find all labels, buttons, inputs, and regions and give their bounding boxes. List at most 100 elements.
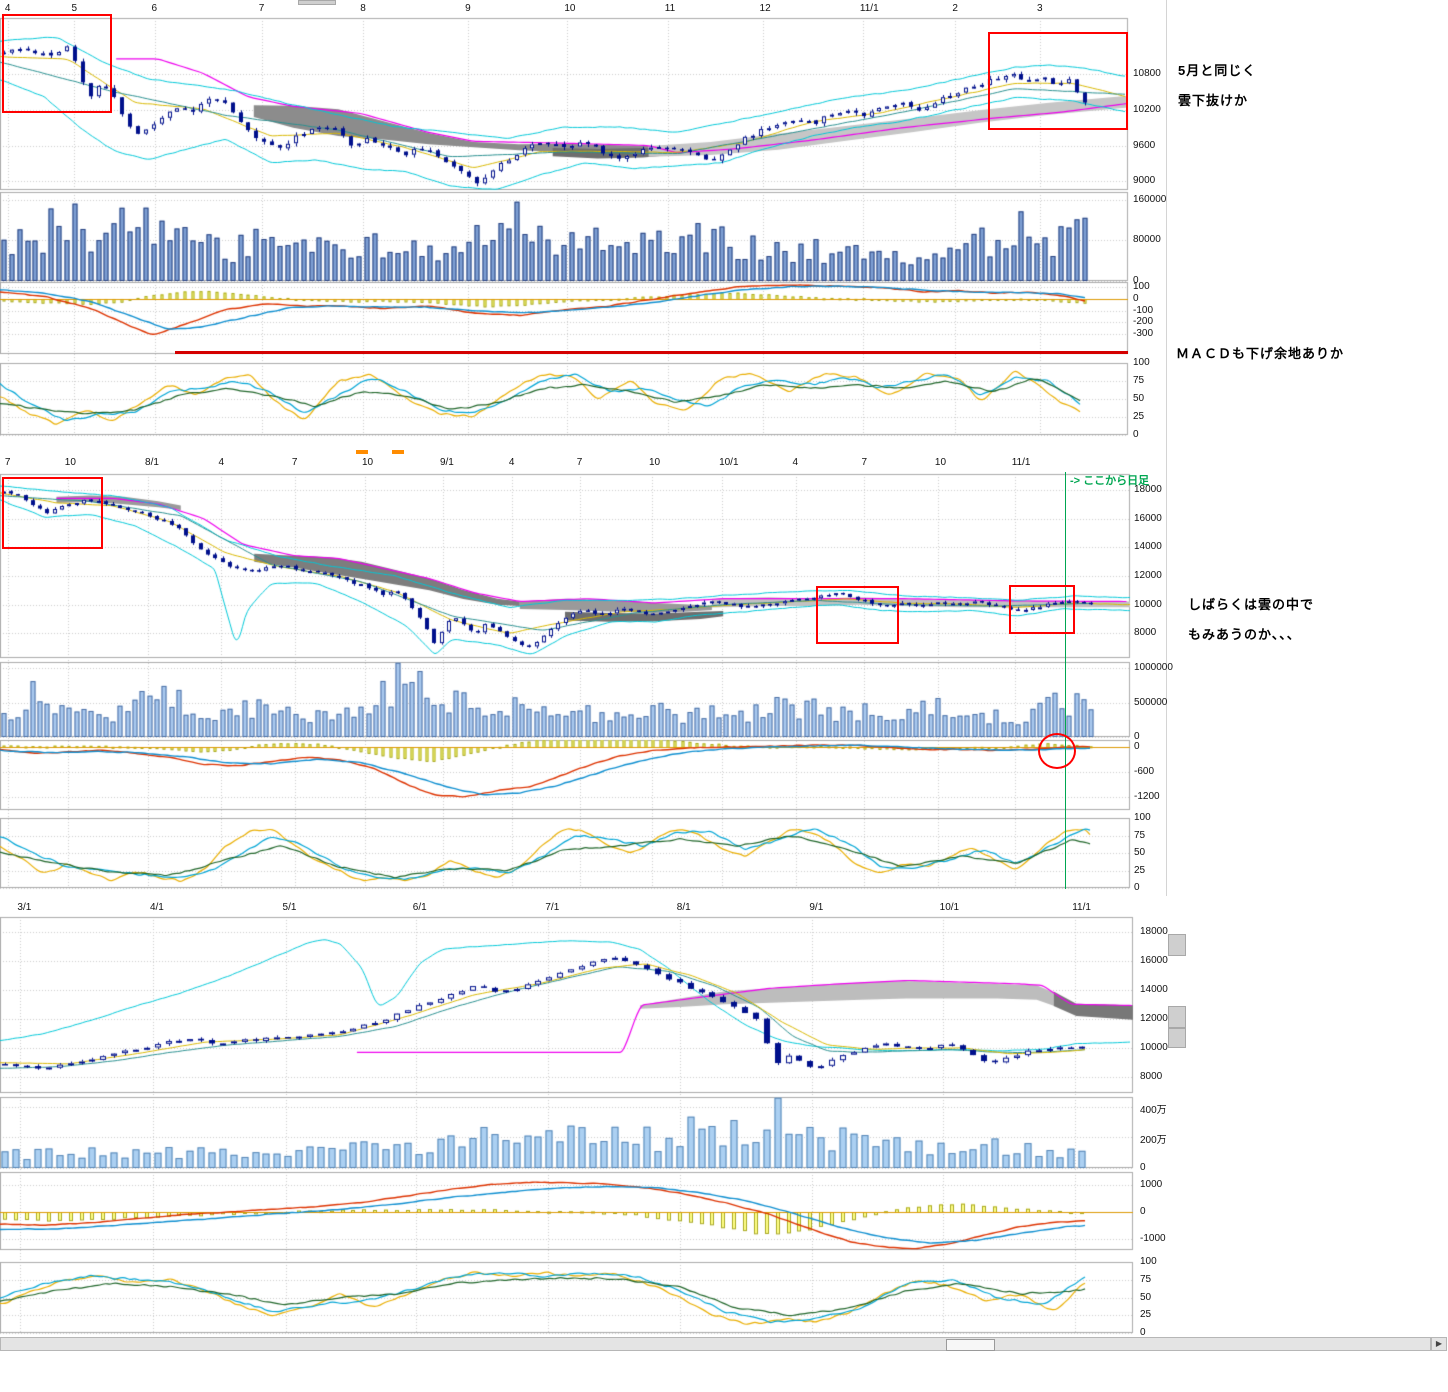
x-axis-label: 8	[360, 3, 366, 14]
y-axis-label: -1000	[1140, 1233, 1166, 1244]
y-axis-label: 25	[1134, 864, 1146, 876]
y-axis-label: -1200	[1134, 791, 1160, 802]
x-axis-label: 4	[4, 3, 11, 14]
arrow-right-icon: ▶	[1435, 1339, 1443, 1348]
y-axis-label: 12000	[1134, 569, 1162, 581]
y-axis-label: 50	[1140, 1291, 1152, 1303]
x-axis-label: 9	[465, 3, 471, 14]
macd-cross-circle	[1038, 733, 1076, 769]
x-axis-label: 8/1	[676, 902, 691, 913]
x-axis-label: 11/1	[1072, 902, 1091, 913]
y-axis-label: 400万	[1140, 1104, 1167, 1116]
y-axis-label: 100	[1133, 281, 1150, 293]
note-cloud-consolidation-line1: しばらくは雲の中で	[1188, 597, 1315, 612]
note-may-cloud-line1: 5月と同じく	[1178, 63, 1257, 78]
y-axis-label: 9600	[1133, 139, 1156, 151]
y-axis-label: 75	[1133, 375, 1145, 386]
y-axis-label: 0	[1140, 1205, 1146, 1217]
y-axis-label: 0	[1134, 741, 1140, 752]
legend-fragment-icon	[392, 450, 404, 454]
window-fragment	[1168, 934, 1186, 956]
y-axis-label: -100	[1133, 304, 1154, 316]
y-axis-label: 10000	[1134, 598, 1162, 610]
y-axis-label: 14000	[1140, 983, 1168, 995]
x-axis-label: 7	[291, 457, 298, 468]
y-axis-label: 25	[1133, 411, 1145, 422]
legend-fragment-icon	[356, 450, 368, 454]
chart-area-right-border	[1166, 0, 1167, 896]
x-axis-label: 10/1	[719, 457, 739, 468]
x-axis-label: 5	[71, 3, 77, 14]
y-axis-label: -300	[1133, 328, 1154, 340]
macd-annotation-line	[175, 351, 1128, 354]
y-axis-label: 10200	[1133, 103, 1161, 115]
window-fragment	[1168, 1028, 1186, 1048]
window-fragment	[1168, 1006, 1186, 1028]
y-axis-label: 16000	[1140, 954, 1168, 966]
x-axis-label: 7	[576, 457, 583, 468]
x-axis-label: 10	[934, 457, 947, 468]
x-axis-label: 7	[258, 3, 265, 14]
x-axis-label: 4/1	[149, 902, 164, 913]
y-axis-label: 100	[1133, 357, 1150, 368]
y-axis-label: 0	[1140, 1327, 1146, 1338]
x-axis-label: 7/1	[545, 902, 560, 913]
horizontal-scrollbar-right-button[interactable]: ▶	[1431, 1337, 1447, 1351]
x-axis-label: 10	[649, 457, 661, 468]
y-axis-label: -600	[1134, 766, 1155, 777]
horizontal-scrollbar[interactable]	[0, 1337, 1431, 1351]
y-axis-label: 8000	[1134, 627, 1157, 639]
x-axis-label: 9/1	[439, 457, 454, 468]
y-axis-label: 25	[1140, 1309, 1152, 1321]
x-axis-label: 6/1	[412, 902, 427, 913]
highlight-box-top-right	[988, 32, 1128, 130]
x-axis-label: 2	[952, 3, 958, 14]
y-axis-label: 500000	[1134, 696, 1168, 708]
y-axis-label: 100	[1140, 1256, 1157, 1267]
x-axis-label: 3	[1037, 3, 1043, 14]
y-axis-label: 10000	[1140, 1042, 1168, 1053]
y-axis-label: 0	[1140, 1162, 1146, 1173]
x-axis-label: 11/1	[859, 3, 879, 14]
y-axis-label: 14000	[1134, 541, 1162, 553]
y-axis-label: 0	[1133, 429, 1139, 440]
y-axis-label: 0	[1134, 731, 1140, 742]
y-axis-label: 50	[1133, 393, 1145, 404]
x-axis-label: 10/1	[939, 902, 960, 913]
y-axis-label: 8000	[1140, 1071, 1163, 1082]
x-axis-label: 5/1	[282, 902, 297, 913]
x-axis-label: 7	[861, 457, 867, 468]
y-axis-label: 0	[1134, 882, 1140, 893]
y-axis-label: 75	[1134, 829, 1146, 841]
x-axis-label: 4	[508, 457, 515, 468]
note-macd-downside: ＭＡＣＤも下げ余地ありか	[1176, 346, 1345, 361]
y-axis-label: 0	[1133, 292, 1139, 304]
x-axis-label: 4	[792, 457, 799, 468]
y-axis-label: 160000	[1133, 193, 1167, 205]
x-axis-label: 8/1	[145, 457, 159, 468]
y-axis-label: 100	[1134, 812, 1151, 823]
x-axis-label: 10	[361, 457, 374, 468]
x-axis-label: 3/1	[17, 902, 32, 913]
note-cloud-consolidation-line2: もみあうのか、、、	[1188, 627, 1301, 642]
y-axis-label: 50	[1134, 847, 1146, 858]
daily-start-marker-line	[1065, 472, 1066, 889]
y-axis-label: 9000	[1133, 175, 1156, 187]
y-axis-label: 1000000	[1134, 662, 1173, 673]
y-axis-label: 16000	[1134, 512, 1162, 524]
y-axis-label: 18000	[1140, 925, 1168, 937]
y-axis-label: 10800	[1133, 68, 1161, 80]
x-axis-label: 10	[564, 3, 576, 14]
highlight-box-mid-left	[2, 477, 103, 549]
x-axis-label: 9/1	[809, 902, 824, 913]
horizontal-scrollbar-thumb[interactable]	[946, 1339, 995, 1351]
highlight-box-mid-right	[1009, 585, 1075, 634]
x-axis-label: 7	[4, 457, 11, 468]
y-axis-label: 200万	[1140, 1135, 1167, 1147]
y-axis-label: -200	[1133, 316, 1154, 328]
x-axis-label: 11	[664, 3, 676, 14]
note-may-cloud-line2: 雲下抜けか	[1178, 93, 1249, 108]
y-axis-label: 75	[1140, 1273, 1152, 1285]
